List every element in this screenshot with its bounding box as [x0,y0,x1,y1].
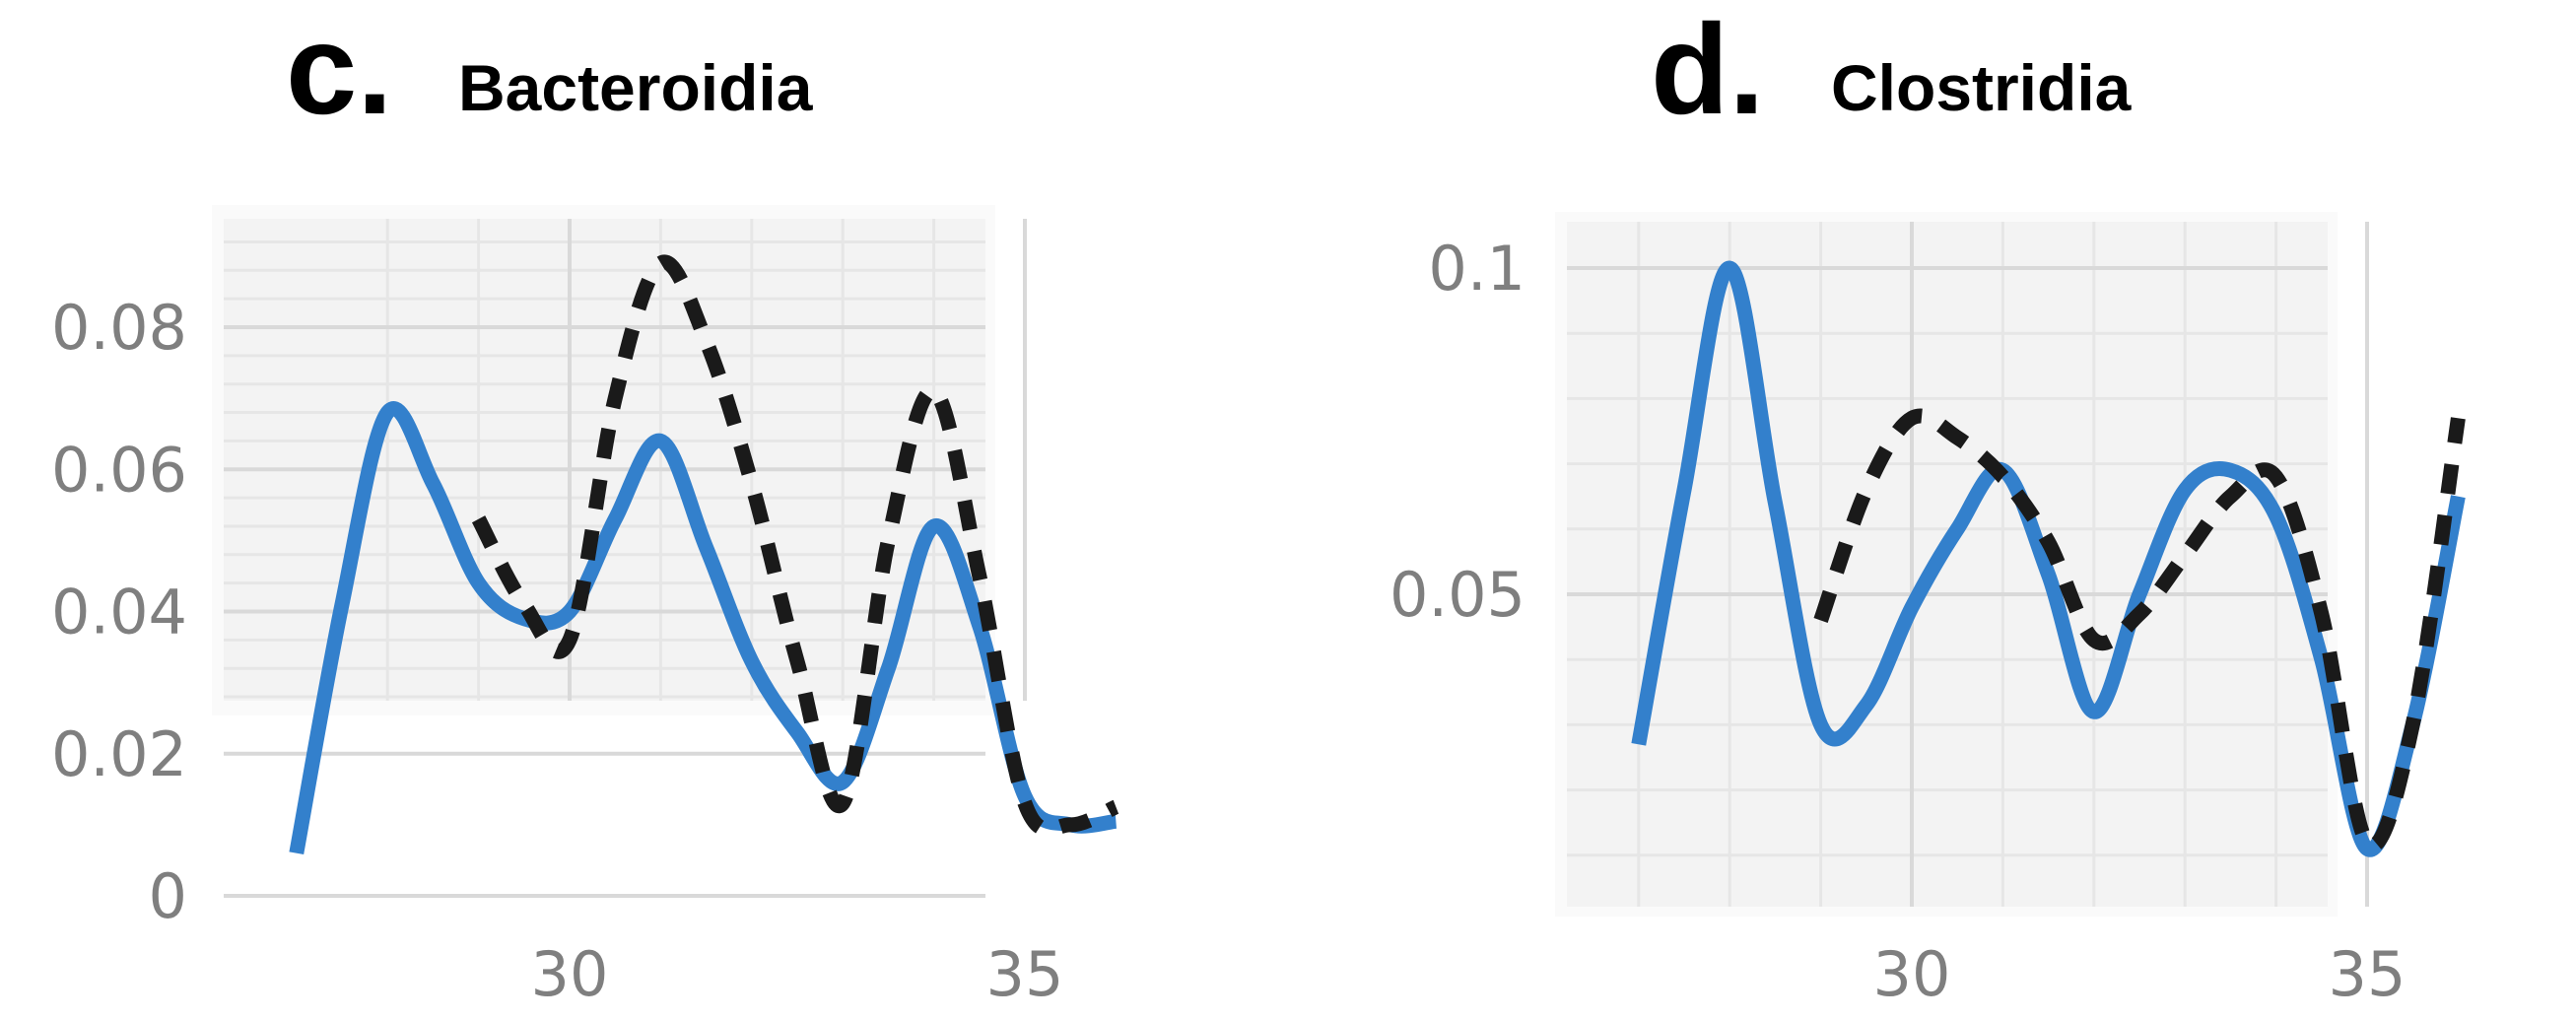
y-tick-label: 0.1 [1428,233,1525,305]
panel-letter: d. [1651,0,1765,141]
series-line-dashed [1813,408,2466,852]
series-line-solid [289,401,1118,855]
panel-d: d. Clostridia 0.05 0.1 30 35 [1390,0,2466,1010]
plot-background [1567,222,2328,907]
panel-title: Bacteroidia [458,51,814,124]
x-tick-label: 35 [986,938,1064,1010]
y-tick-label: 0 [149,860,187,932]
y-tick-label: 0.02 [51,718,187,790]
panel-letter: c. [286,0,392,141]
x-tick-label: 30 [1873,938,1951,1010]
panel-c: c. Bacteroidia 0 0.02 0.04 0.06 0.08 30 35 [51,0,1119,1010]
y-tick-label: 0.06 [51,434,187,506]
y-tick-label: 0.05 [1390,559,1525,631]
panel-title: Clostridia [1831,51,2133,124]
y-tick-label: 0.08 [51,292,187,364]
y-tick-label: 0.04 [51,577,187,648]
x-tick-label: 30 [531,938,609,1010]
x-tick-label: 35 [2329,938,2407,1010]
